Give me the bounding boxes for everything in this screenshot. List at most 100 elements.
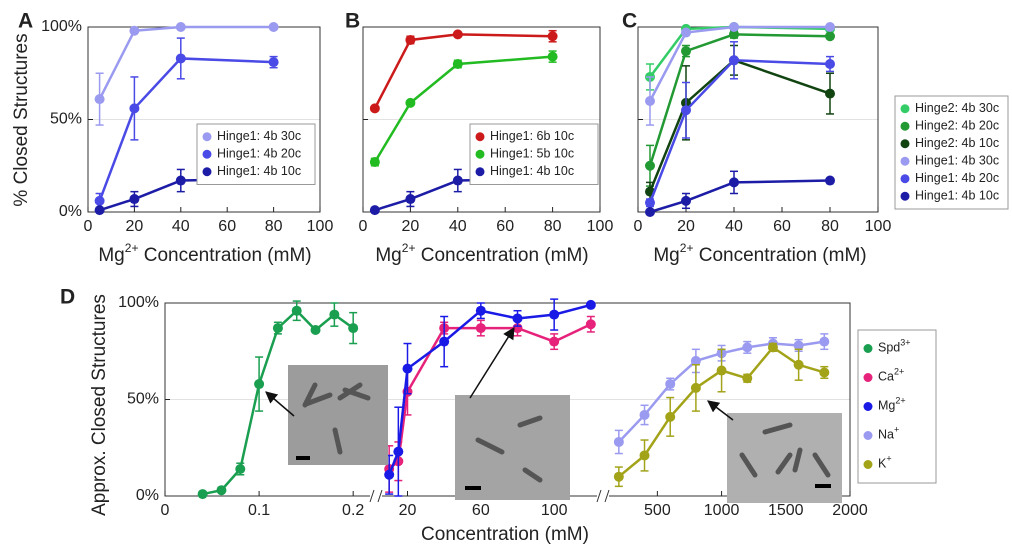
legend-marker (863, 344, 873, 353)
x-tick-label: 2000 (832, 502, 868, 519)
legend-name: Mg (878, 399, 895, 413)
x-axis-label-part: Concentration (mM) (415, 245, 588, 266)
scale-bar (465, 486, 481, 490)
legend-label: K+ (878, 454, 892, 471)
data-point (268, 57, 279, 68)
data-point (681, 27, 691, 38)
series-line (98, 25, 274, 100)
data-point (175, 175, 186, 186)
x-tick-label: 0.2 (342, 502, 364, 519)
data-point (254, 379, 265, 390)
data-point (690, 355, 701, 366)
x-axis-label-part: Concentration (mM) (421, 524, 589, 545)
x-tick-label: 20 (402, 218, 420, 235)
x-axis-label-part: 2+ (125, 241, 139, 255)
data-point (645, 160, 655, 171)
legend-label: Spd3+ (878, 338, 911, 355)
data-point (310, 325, 321, 336)
legend-marker (202, 132, 212, 142)
data-point (452, 59, 463, 69)
inset-particles (739, 422, 831, 478)
data-point (439, 336, 450, 347)
legend-name: Hinge1: 4b 10c (217, 164, 301, 178)
data-point (94, 205, 105, 216)
data-point (197, 489, 208, 500)
legend-name: Hinge1: 5b 10c (490, 147, 574, 161)
inset-particles (475, 415, 543, 483)
x-tick-label: 0 (161, 502, 170, 519)
series-line (648, 33, 831, 167)
legend-name-sup: 2+ (894, 367, 904, 377)
legend-label: Hinge1: 4b 10c (490, 164, 574, 178)
legend-label: Hinge1: 4b 30c (217, 129, 301, 143)
x-tick-label: 60 (496, 218, 514, 235)
legend-name-sup: + (886, 454, 891, 464)
data-point (175, 53, 186, 64)
x-tick-label: 1500 (768, 502, 804, 519)
series-line (648, 25, 830, 102)
data-point (767, 342, 778, 353)
axis-break (370, 493, 382, 499)
plot-frame (362, 26, 601, 213)
data-point (645, 96, 655, 106)
x-axis-label: Concentration (mM) (421, 524, 589, 545)
data-point (665, 379, 676, 390)
x-axis-label-part: 2+ (680, 241, 694, 255)
data-point (645, 197, 655, 208)
data-point (369, 205, 380, 216)
x-tick-label: 20 (399, 502, 417, 519)
legend: Hinge2: 4b 30c Hinge2: 4b 20c Hinge2: 4b 1… (894, 95, 1009, 210)
legend-label: Ca2+ (878, 367, 904, 384)
data-point (639, 450, 650, 461)
panel-label: B (345, 10, 360, 33)
data-point (681, 105, 691, 116)
x-tick-label: 60 (773, 218, 791, 235)
series-line (98, 57, 274, 202)
legend: Hinge1: 4b 30c Hinge1: 4b 20c Hinge1: 4b 1… (196, 123, 316, 185)
x-tick-label: 60 (472, 502, 490, 519)
legend-marker (202, 167, 212, 177)
legend-label: Hinge1: 4b 20c (217, 147, 301, 161)
legend-name: Ca (878, 370, 894, 384)
data-point (129, 25, 140, 36)
data-point (405, 194, 416, 205)
data-point (665, 411, 676, 422)
legend-marker (900, 191, 910, 201)
x-axis-label-part: Mg (653, 245, 679, 266)
legend-name: Hinge1: 4b 10c (490, 164, 574, 178)
legend-label: Na+ (878, 425, 899, 442)
series-line (373, 33, 553, 109)
data-point (405, 97, 416, 108)
legend-name: Hinge2: 4b 10c (915, 136, 999, 150)
legend-label: Hinge1: 4b 20c (915, 171, 999, 185)
data-point (793, 359, 804, 370)
legend-box (469, 123, 599, 185)
legend-name: Hinge1: 4b 20c (915, 171, 999, 185)
x-axis-label: Mg2+ Concentration (mM) (375, 241, 588, 266)
data-point (384, 469, 395, 480)
data-point (235, 463, 246, 474)
data-point (742, 342, 753, 353)
y-tick-label: 50% (127, 391, 159, 408)
data-point (793, 340, 804, 351)
data-point (825, 175, 835, 186)
data-point (729, 55, 739, 66)
x-axis-label-part: Concentration (mM) (693, 245, 866, 266)
x-tick-label: 100 (587, 218, 614, 235)
arrow (265, 391, 295, 417)
x-tick-label: 80 (544, 218, 562, 235)
legend-marker (202, 149, 212, 159)
y-tick-label: 50% (50, 111, 82, 128)
data-point (613, 436, 624, 447)
x-tick-label: 60 (218, 218, 236, 235)
series-line (648, 59, 831, 204)
inset-particles (302, 382, 371, 455)
data-point (645, 207, 655, 217)
legend-name: K (878, 457, 887, 471)
data-point (348, 323, 359, 334)
legend-name: Hinge1: 4b 30c (217, 129, 301, 143)
data-point (94, 195, 105, 206)
data-point (475, 323, 486, 334)
panel: 0% 50% 100% 0 0.1 0.2 20 60 100 500 1000 1500 2000 D A… (60, 286, 937, 545)
series-line (649, 179, 831, 214)
